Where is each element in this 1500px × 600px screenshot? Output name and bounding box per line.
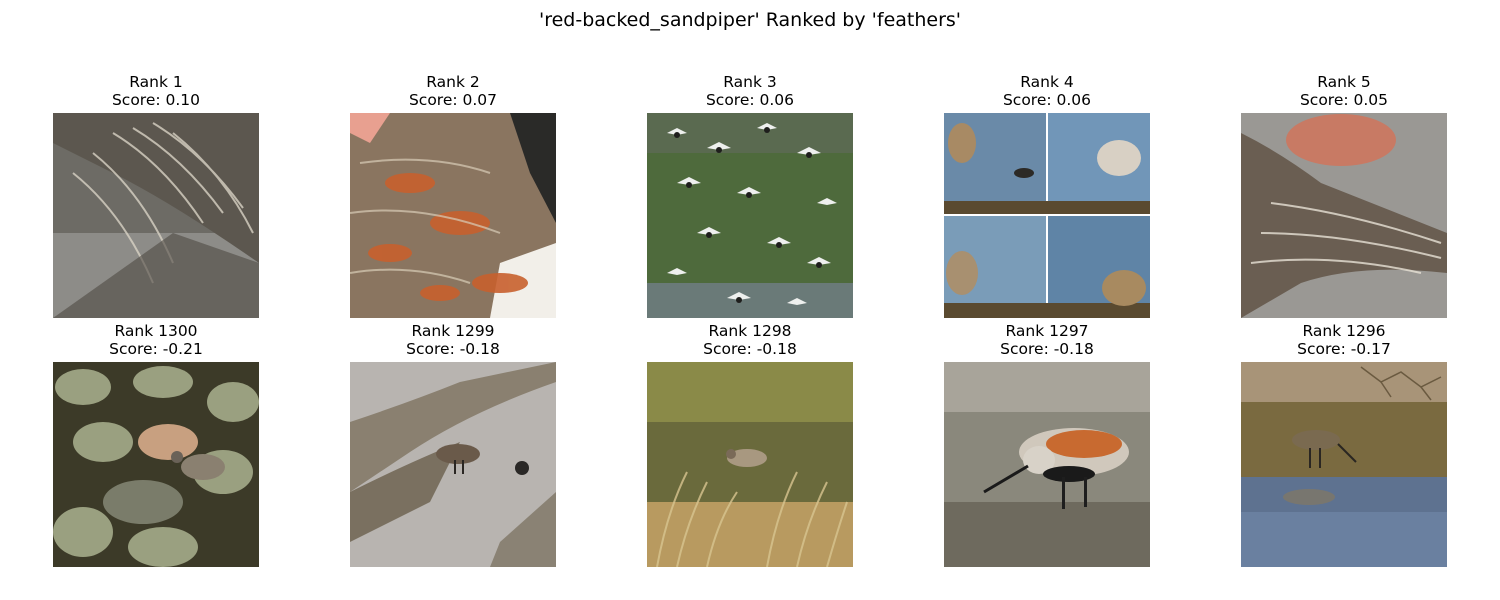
score-label: Score: 0.06 xyxy=(1002,91,1092,109)
panel-title: Rank 1297 Score: -0.18 xyxy=(904,322,1190,358)
rank-label: Rank 1298 xyxy=(708,322,792,340)
score-label: Score: 0.10 xyxy=(111,91,201,109)
thumbnail-bird-on-mudflat xyxy=(944,362,1150,567)
rank-label: Rank 3 xyxy=(723,73,777,91)
score-label: Score: -0.18 xyxy=(1000,340,1094,358)
score-label: Score: 0.06 xyxy=(705,91,795,109)
thumbnail-bird-on-rocks xyxy=(53,362,259,567)
figure-title: 'red-backed_sandpiper' Ranked by 'feathe… xyxy=(538,9,962,31)
rank-label: Rank 4 xyxy=(1020,73,1074,91)
thumbnail-wing-feathers-closeup xyxy=(53,113,259,318)
thumbnail-four-photo-collage xyxy=(944,113,1150,318)
rank-label: Rank 1296 xyxy=(1302,322,1386,340)
thumbnail-bird-in-grass xyxy=(647,362,853,567)
panel-title: Rank 1299 Score: -0.18 xyxy=(310,322,596,358)
score-label: Score: -0.21 xyxy=(109,340,203,358)
rank-label: Rank 1300 xyxy=(114,322,198,340)
panel-title: Rank 2 Score: 0.07 xyxy=(310,73,596,109)
panel-title: Rank 1298 Score: -0.18 xyxy=(607,322,893,358)
thumbnail-bird-wading-puddle xyxy=(1241,362,1447,567)
panel-title: Rank 4 Score: 0.06 xyxy=(904,73,1190,109)
rank-label: Rank 5 xyxy=(1317,73,1371,91)
thumbnail-rufous-back-feathers-closeup xyxy=(350,113,556,318)
rank-label: Rank 1297 xyxy=(1005,322,1089,340)
rank-label: Rank 1299 xyxy=(411,322,495,340)
panel-title: Rank 5 Score: 0.05 xyxy=(1201,73,1487,109)
score-label: Score: -0.17 xyxy=(1297,340,1391,358)
panel-title: Rank 3 Score: 0.06 xyxy=(607,73,893,109)
score-label: Score: -0.18 xyxy=(703,340,797,358)
score-label: Score: -0.18 xyxy=(406,340,500,358)
panel-title: Rank 1 Score: 0.10 xyxy=(13,73,299,109)
rank-label: Rank 2 xyxy=(426,73,480,91)
panel-title: Rank 1296 Score: -0.17 xyxy=(1201,322,1487,358)
score-label: Score: 0.07 xyxy=(408,91,498,109)
panel-title: Rank 1300 Score: -0.21 xyxy=(13,322,299,358)
thumbnail-flock-in-flight xyxy=(647,113,853,318)
thumbnail-bird-in-stream xyxy=(350,362,556,567)
thumbnail-spread-wing-in-hand xyxy=(1241,113,1447,318)
score-label: Score: 0.05 xyxy=(1299,91,1389,109)
rank-label: Rank 1 xyxy=(129,73,183,91)
